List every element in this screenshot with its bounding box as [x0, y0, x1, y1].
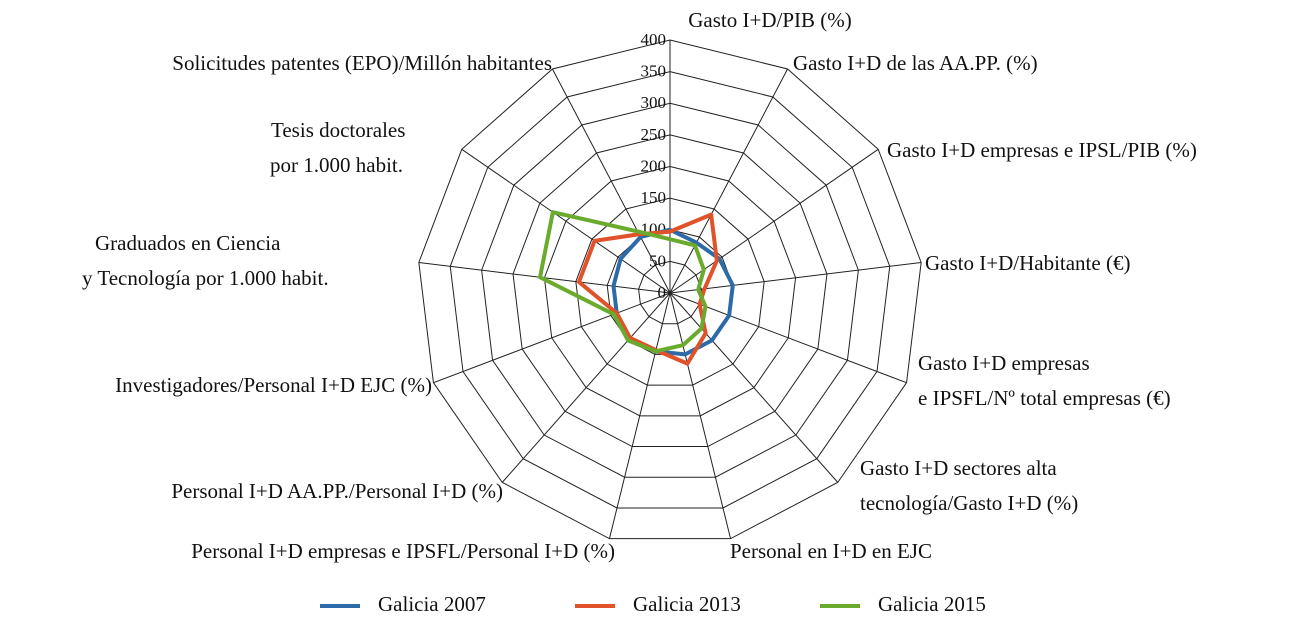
category-label: Gasto I+D sectores alta: [860, 456, 1057, 480]
y-tick-label: 300: [641, 93, 667, 112]
series-line: [576, 212, 719, 366]
category-label: Gasto I+D empresas e IPSL/PIB (%): [887, 138, 1197, 162]
spoke: [669, 68, 789, 294]
grid-line: [449, 71, 891, 509]
spoke: [501, 292, 671, 483]
category-label: Graduados en Ciencia: [95, 231, 281, 255]
spoke: [669, 262, 922, 294]
legend-label: Galicia 2007: [378, 592, 486, 616]
y-tick-label: 400: [641, 30, 667, 49]
grid-line: [512, 134, 828, 448]
category-label: Gasto I+D/Habitante (€): [925, 251, 1130, 275]
y-tick-label: 0: [658, 283, 667, 302]
spoke: [461, 148, 671, 294]
legend-label: Galicia 2013: [633, 592, 741, 616]
spoke: [669, 292, 732, 539]
spoke: [669, 292, 839, 483]
spoke: [669, 292, 907, 384]
category-label: Solicitudes patentes (EPO)/Millón habita…: [172, 51, 552, 75]
y-tick-label: 150: [641, 188, 667, 207]
category-label: Gasto I+D de las AA.PP. (%): [793, 51, 1038, 75]
series-line: [538, 210, 708, 354]
category-label: Gasto I+D/PIB (%): [688, 8, 852, 32]
grid-line: [543, 165, 797, 417]
category-label: Tesis doctorales: [271, 118, 405, 142]
category-label: tecnología/Gasto I+D (%): [860, 491, 1078, 515]
y-tick-label: 200: [641, 156, 667, 175]
category-label: y Tecnología por 1.000 habit.: [82, 266, 329, 290]
y-tick-label: 350: [641, 62, 667, 81]
category-label: Personal en I+D en EJC: [730, 539, 932, 563]
grid-line: [638, 260, 702, 325]
series-line: [611, 227, 735, 357]
spoke: [433, 292, 671, 384]
y-tick-label: 50: [649, 251, 666, 270]
grid-line: [481, 102, 859, 478]
category-label: Personal I+D empresas e IPSFL/Personal I…: [191, 539, 615, 563]
category-label: e IPSFL/Nº total empresas (€): [918, 386, 1171, 410]
grid-line: [575, 197, 765, 386]
spoke: [551, 68, 671, 294]
category-label: Investigadores/Personal I+D EJC (%): [115, 373, 432, 397]
category-label: Personal I+D AA.PP./Personal I+D (%): [171, 479, 503, 503]
category-label: Gasto I+D empresas: [918, 351, 1090, 375]
spoke: [608, 292, 671, 539]
category-label: por 1.000 habit.: [270, 153, 403, 177]
y-tick-label: 250: [641, 125, 667, 144]
grid-line: [418, 39, 922, 540]
legend-label: Galicia 2015: [878, 592, 986, 616]
